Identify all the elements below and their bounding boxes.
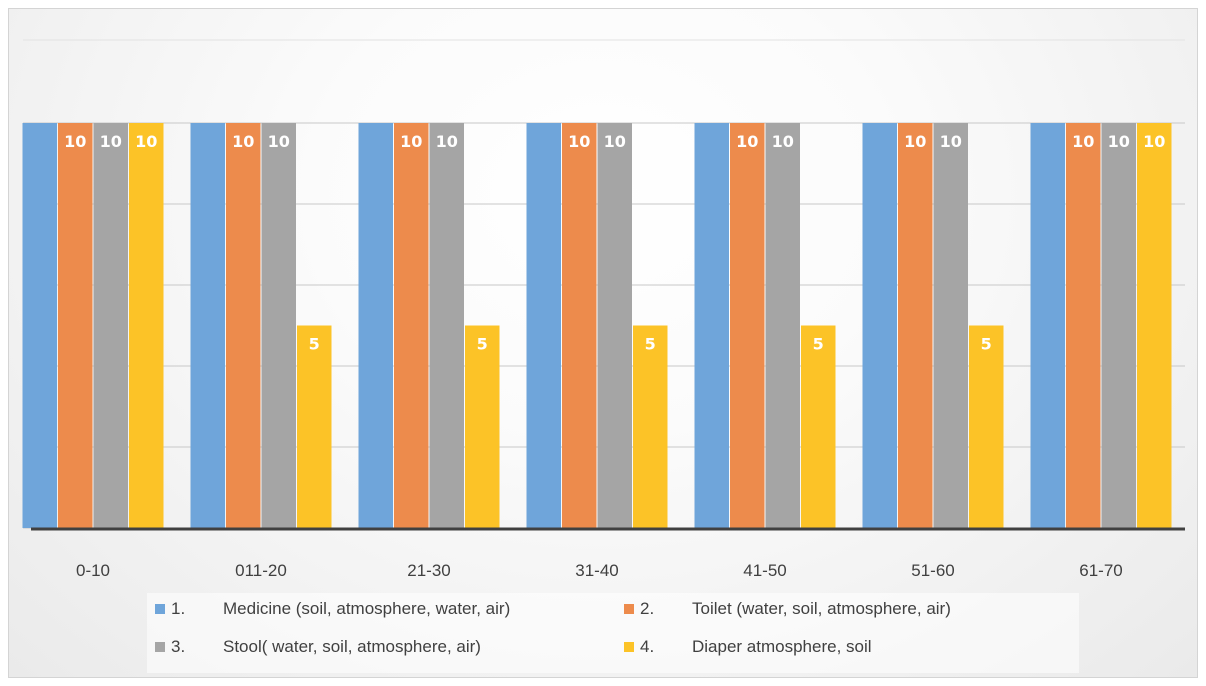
legend-number: 2. xyxy=(640,599,655,618)
legend-number: 1. xyxy=(171,599,186,618)
bar-1-21-30 xyxy=(358,123,393,528)
chart-area: 10 10 10 10 10 5 10 10 5 10 10 5 10 10 5 10 10 5 10 10 10 0-… xyxy=(8,8,1198,678)
bar-3-31-40 xyxy=(597,123,632,528)
bar-2-0-10 xyxy=(58,123,93,528)
data-label: 10 xyxy=(1143,132,1165,151)
legend-number: 3. xyxy=(171,637,186,656)
data-label: 10 xyxy=(64,132,86,151)
data-label: 10 xyxy=(772,132,794,151)
legend-number: 4. xyxy=(640,637,655,656)
data-label: 10 xyxy=(904,132,926,151)
legend-swatch xyxy=(624,642,634,652)
legend-label: Stool( water, soil, atmosphere, air) xyxy=(223,637,481,656)
bar-1-61-70 xyxy=(1030,123,1065,528)
bar-3-51-60 xyxy=(933,123,968,528)
data-label: 5 xyxy=(645,335,656,354)
bar-4-41-50 xyxy=(801,325,836,528)
bar-4-61-70 xyxy=(1137,123,1172,528)
data-label: 10 xyxy=(100,132,122,151)
bar-4-011-20 xyxy=(297,325,332,528)
legend-item-4: 4. Diaper atmosphere, soil xyxy=(624,635,872,659)
bar-1-011-20 xyxy=(190,123,225,528)
data-label: 10 xyxy=(940,132,962,151)
data-label: 10 xyxy=(1108,132,1130,151)
data-label: 5 xyxy=(981,335,992,354)
data-label: 10 xyxy=(400,132,422,151)
data-label: 10 xyxy=(736,132,758,151)
x-tick-label: 41-50 xyxy=(743,561,786,580)
legend-label: Toilet (water, soil, atmosphere, air) xyxy=(692,599,951,618)
bar-1-0-10 xyxy=(22,123,57,528)
data-label: 10 xyxy=(604,132,626,151)
x-tick-label: 011-20 xyxy=(235,561,287,580)
bar-3-011-20 xyxy=(261,123,296,528)
x-tick-label: 51-60 xyxy=(911,561,954,580)
bar-2-21-30 xyxy=(394,123,429,528)
bar-2-011-20 xyxy=(226,123,261,528)
bar-chart: 10 10 10 10 10 5 10 10 5 10 10 5 10 10 5 10 10 5 10 10 10 0-… xyxy=(22,39,1185,580)
bar-4-0-10 xyxy=(129,123,164,528)
bar-3-41-50 xyxy=(765,123,800,528)
legend-swatch xyxy=(155,604,165,614)
data-label: 10 xyxy=(135,132,157,151)
legend-label: Medicine (soil, atmosphere, water, air) xyxy=(223,599,511,618)
data-label: 5 xyxy=(813,335,824,354)
bar-4-21-30 xyxy=(465,325,500,528)
legend-swatch xyxy=(624,604,634,614)
data-label: 5 xyxy=(477,335,488,354)
bar-1-41-50 xyxy=(694,123,729,528)
legend-label: Diaper atmosphere, soil xyxy=(692,637,872,656)
bar-2-61-70 xyxy=(1066,123,1101,528)
bar-1-31-40 xyxy=(526,123,561,528)
x-tick-label: 21-30 xyxy=(407,561,450,580)
data-label: 10 xyxy=(232,132,254,151)
bar-3-61-70 xyxy=(1101,123,1136,528)
bar-2-41-50 xyxy=(730,123,765,528)
data-label: 5 xyxy=(309,335,320,354)
bar-4-31-40 xyxy=(633,325,668,528)
bar-1-51-60 xyxy=(862,123,897,528)
data-label: 10 xyxy=(436,132,458,151)
bar-3-21-30 xyxy=(429,123,464,528)
legend-item-3: 3. Stool( water, soil, atmosphere, air) xyxy=(155,635,481,659)
x-tick-label: 61-70 xyxy=(1079,561,1122,580)
x-tick-label: 0-10 xyxy=(76,561,110,580)
legend-item-1: 1. Medicine (soil, atmosphere, water, air… xyxy=(155,597,510,621)
bar-2-51-60 xyxy=(898,123,933,528)
data-label: 10 xyxy=(1072,132,1094,151)
x-tick-label: 31-40 xyxy=(575,561,618,580)
legend-item-2: 2. Toilet (water, soil, atmosphere, air) xyxy=(624,597,951,621)
data-label: 10 xyxy=(268,132,290,151)
bar-3-0-10 xyxy=(93,123,128,528)
bar-4-51-60 xyxy=(969,325,1004,528)
legend: 1. Medicine (soil, atmosphere, water, air… xyxy=(147,593,1079,673)
data-label: 10 xyxy=(568,132,590,151)
bar-2-31-40 xyxy=(562,123,597,528)
legend-swatch xyxy=(155,642,165,652)
